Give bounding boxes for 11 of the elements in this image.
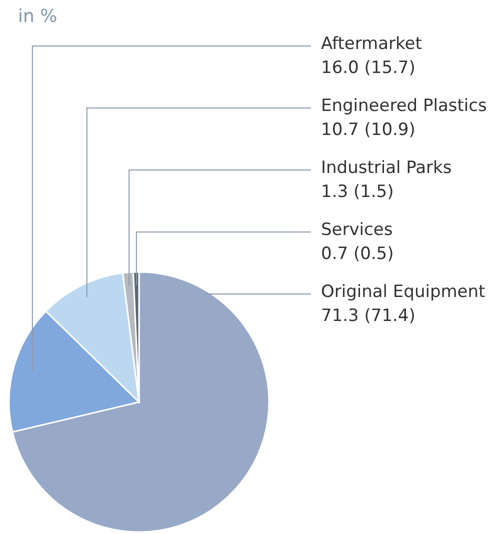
data-label: 1.3 (1.5) [321, 182, 394, 202]
data-label: 16.0 (15.7) [321, 58, 416, 78]
slice-label: Services [321, 220, 393, 240]
chart-title: in % [18, 6, 58, 27]
slice-label: Engineered Plastics [321, 96, 487, 116]
slice-label: Aftermarket [321, 34, 422, 54]
data-label: 71.3 (71.4) [321, 306, 416, 326]
data-label: 10.7 (10.9) [321, 120, 416, 140]
slice-label: Industrial Parks [321, 158, 452, 178]
data-label: 0.7 (0.5) [321, 244, 394, 264]
slice-label: Original Equipment [321, 282, 486, 302]
